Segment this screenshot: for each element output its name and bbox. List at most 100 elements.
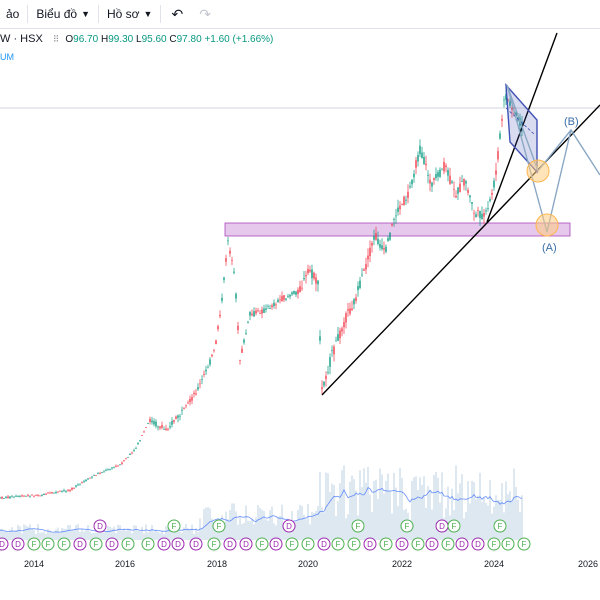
volume-bar (47, 529, 49, 540)
financials-marker[interactable]: F (89, 537, 103, 551)
candle-body (291, 292, 293, 295)
dividend-marker[interactable]: D (269, 537, 283, 551)
dividend-marker[interactable]: D (363, 537, 377, 551)
financials-marker[interactable]: F (207, 537, 221, 551)
financials-marker[interactable]: F (255, 537, 269, 551)
support-zone (224, 222, 571, 237)
volume-bar (181, 533, 183, 540)
redo-button[interactable]: ↷ (191, 0, 219, 28)
price-chart[interactable]: D D F F F D F D F F D D D F D D F D F F D F F D F D F D F D D F F FD F F D F F… (0, 29, 600, 600)
candle-body (215, 340, 217, 344)
volume-bar (153, 531, 155, 540)
volume-bar (249, 521, 251, 540)
candle-body (467, 189, 469, 193)
dividend-marker[interactable]: D (435, 519, 449, 533)
candle-body (23, 495, 25, 497)
financials-marker[interactable]: F (167, 519, 181, 533)
volume-bar (519, 511, 521, 540)
volume-bar (339, 483, 341, 540)
volume-bar (419, 477, 421, 540)
financials-marker[interactable]: F (27, 537, 41, 551)
volume-bar (49, 530, 51, 540)
volume-bar (201, 527, 203, 540)
financials-marker[interactable]: F (517, 537, 531, 551)
volume-bar (187, 527, 189, 540)
candle-body (347, 309, 349, 311)
financials-marker[interactable]: F (493, 519, 507, 533)
candle-body (487, 208, 489, 210)
dividend-marker[interactable]: D (157, 537, 171, 551)
volume-bar (71, 529, 73, 540)
financials-marker[interactable]: F (347, 537, 361, 551)
dividend-marker[interactable]: D (395, 537, 409, 551)
financials-marker[interactable]: F (487, 537, 501, 551)
financials-marker[interactable]: F (379, 537, 393, 551)
menu-item-partial[interactable]: ảo (0, 0, 25, 28)
dividend-marker[interactable]: D (471, 537, 485, 551)
volume-bar (351, 475, 353, 540)
dividend-marker[interactable]: D (73, 537, 87, 551)
financials-marker[interactable]: F (411, 537, 425, 551)
dividend-marker[interactable]: D (455, 537, 469, 551)
undo-button[interactable]: ↶ (163, 0, 191, 28)
volume-bar (475, 499, 477, 540)
financials-marker[interactable]: F (351, 519, 365, 533)
x-tick-label: 2022 (392, 559, 413, 569)
candle-body (393, 219, 395, 220)
candle-body (9, 496, 11, 499)
volume-bar (223, 521, 225, 540)
candle-body (133, 450, 135, 451)
profile-menu-label: Hồ sơ (106, 7, 140, 21)
marker-letter: D (367, 540, 373, 549)
dividend-marker[interactable]: D (223, 537, 237, 551)
volume-bar (137, 530, 139, 540)
financials-marker[interactable]: F (301, 537, 315, 551)
candle-body (123, 460, 125, 461)
volume-bar (371, 512, 373, 540)
volume-bar (417, 489, 419, 540)
volume-bar (461, 474, 463, 540)
dividend-marker[interactable]: D (105, 537, 119, 551)
volume-bar (395, 487, 397, 540)
candle-body (57, 491, 59, 493)
dividend-marker[interactable]: D (189, 537, 203, 551)
financials-marker[interactable]: F (212, 519, 226, 533)
marker-letter: F (126, 540, 131, 549)
profile-menu-button[interactable]: Hồ sơ ▼ (101, 0, 158, 28)
financials-marker[interactable]: F (121, 537, 135, 551)
volume-bar (335, 516, 337, 540)
candle-body (77, 484, 79, 486)
dividend-marker[interactable]: D (239, 537, 253, 551)
symbol-name[interactable]: W · HSX (0, 33, 43, 45)
candle-body (231, 259, 233, 261)
financials-marker[interactable]: F (331, 537, 345, 551)
financials-marker[interactable]: F (501, 537, 515, 551)
candle-body (335, 340, 337, 342)
financials-marker[interactable]: F (285, 537, 299, 551)
dividend-marker[interactable]: D (282, 519, 296, 533)
financials-marker[interactable]: F (57, 537, 71, 551)
financials-marker[interactable]: F (447, 519, 461, 533)
dividend-marker[interactable]: D (171, 537, 185, 551)
candle-body (107, 469, 109, 471)
candle-body (507, 99, 509, 101)
dividend-marker[interactable]: D (425, 537, 439, 551)
candle-body (143, 431, 145, 433)
dividend-marker[interactable]: D (0, 537, 9, 551)
dividend-marker[interactable]: D (93, 519, 107, 533)
financials-marker[interactable]: F (441, 537, 455, 551)
candlesticks (0, 86, 523, 500)
drag-handle-icon[interactable]: ⠿ (52, 33, 60, 44)
dividend-marker[interactable]: D (11, 537, 25, 551)
candle-body (477, 210, 479, 211)
volume-bar (349, 481, 351, 540)
chart-menu-button[interactable]: Biểu đồ ▼ (30, 0, 96, 28)
volume-bar (45, 533, 47, 540)
indicator-legend[interactable]: UM (0, 52, 14, 62)
dividend-marker[interactable]: D (317, 537, 331, 551)
financials-marker[interactable]: F (141, 537, 155, 551)
candle-body (495, 170, 497, 175)
volume-bar (293, 521, 295, 540)
financials-marker[interactable]: F (400, 519, 414, 533)
financials-marker[interactable]: F (41, 537, 55, 551)
